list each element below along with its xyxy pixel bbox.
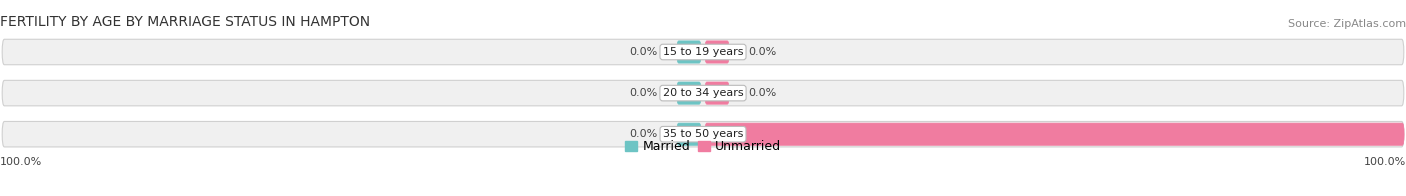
Text: FERTILITY BY AGE BY MARRIAGE STATUS IN HAMPTON: FERTILITY BY AGE BY MARRIAGE STATUS IN H…: [0, 15, 370, 29]
Text: 100.0%: 100.0%: [1364, 157, 1406, 167]
Text: 0.0%: 0.0%: [628, 47, 657, 57]
FancyBboxPatch shape: [3, 122, 1403, 147]
Text: 0.0%: 0.0%: [628, 129, 657, 139]
Text: 0.0%: 0.0%: [749, 88, 778, 98]
FancyBboxPatch shape: [676, 123, 702, 145]
FancyBboxPatch shape: [676, 41, 702, 63]
Text: 35 to 50 years: 35 to 50 years: [662, 129, 744, 139]
Text: 20 to 34 years: 20 to 34 years: [662, 88, 744, 98]
FancyBboxPatch shape: [676, 82, 702, 104]
FancyBboxPatch shape: [3, 80, 1403, 106]
Legend: Married, Unmarried: Married, Unmarried: [624, 140, 782, 153]
Text: 0.0%: 0.0%: [628, 88, 657, 98]
FancyBboxPatch shape: [704, 123, 1405, 145]
Text: 0.0%: 0.0%: [749, 47, 778, 57]
FancyBboxPatch shape: [704, 41, 730, 63]
Text: Source: ZipAtlas.com: Source: ZipAtlas.com: [1288, 19, 1406, 29]
Text: 15 to 19 years: 15 to 19 years: [662, 47, 744, 57]
Text: 100.0%: 100.0%: [0, 157, 42, 167]
FancyBboxPatch shape: [3, 39, 1403, 65]
FancyBboxPatch shape: [704, 82, 730, 104]
